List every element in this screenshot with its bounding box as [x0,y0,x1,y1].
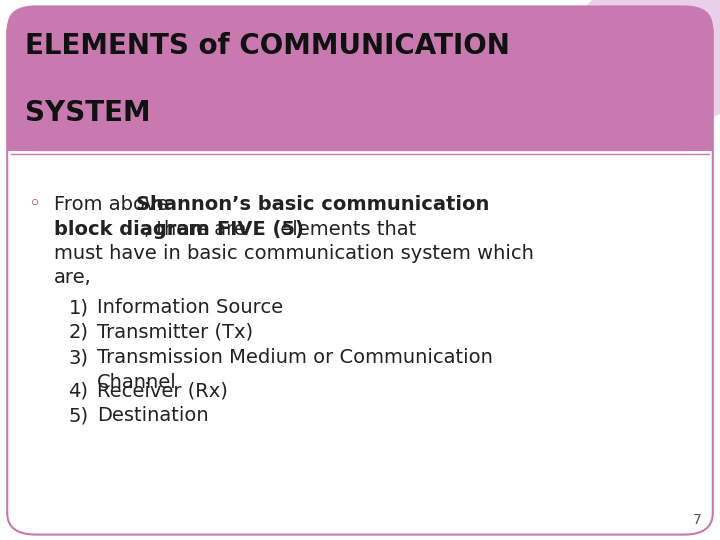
Text: must have in basic communication system which: must have in basic communication system … [54,244,534,263]
Circle shape [569,0,720,124]
Text: ELEMENTS of COMMUNICATION: ELEMENTS of COMMUNICATION [25,32,510,60]
Text: Destination: Destination [97,406,209,425]
Text: 4): 4) [68,382,89,401]
Text: Shannon’s basic communication: Shannon’s basic communication [136,195,490,214]
Text: From above: From above [54,195,175,214]
Bar [7,124,713,151]
Text: 2): 2) [68,322,89,341]
Text: are,: are, [54,268,91,287]
Text: 7: 7 [693,512,702,526]
FancyBboxPatch shape [7,11,713,535]
Text: 5): 5) [68,406,89,425]
Text: Receiver (Rx): Receiver (Rx) [97,382,228,401]
Text: elements that: elements that [274,220,416,239]
Text: 1): 1) [68,298,89,317]
Text: block diagram: block diagram [54,220,210,239]
Text: ◦: ◦ [29,194,41,214]
Text: FIVE (5): FIVE (5) [217,220,304,239]
Text: SYSTEM: SYSTEM [25,99,150,127]
Text: Channel: Channel [97,373,177,392]
Text: Transmission Medium or Communication: Transmission Medium or Communication [97,348,493,367]
Text: , there are: , there are [144,220,252,239]
Text: Information Source: Information Source [97,298,284,317]
Text: 3): 3) [68,348,89,367]
Text: Transmitter (Tx): Transmitter (Tx) [97,322,253,341]
FancyBboxPatch shape [7,5,713,151]
